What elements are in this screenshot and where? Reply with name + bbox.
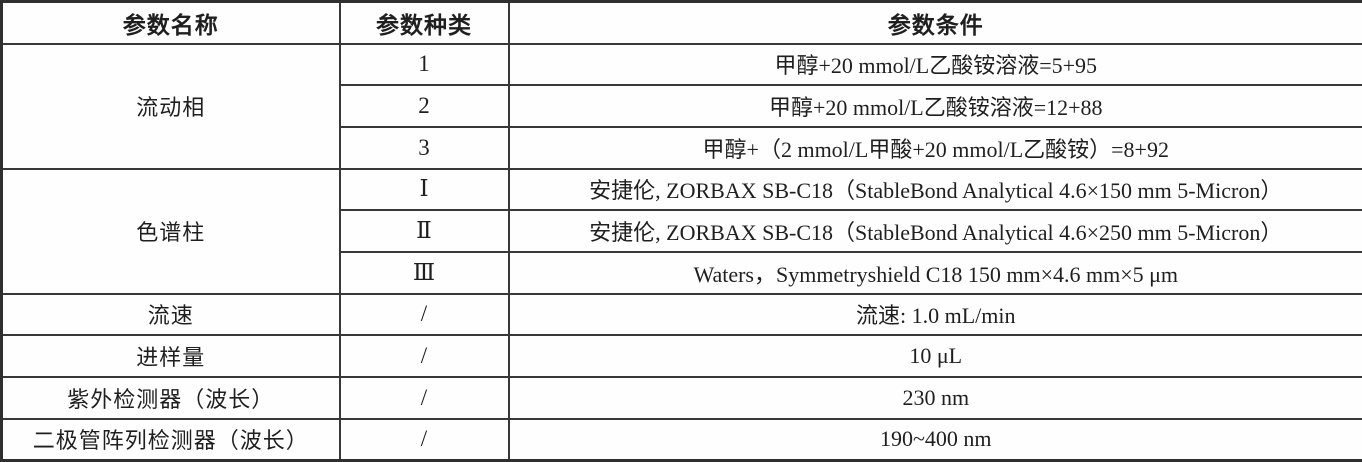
cell-kind: / [338,417,510,462]
cell-group-flow-rate: 流速 [0,292,341,337]
cell-group-uv-detector-wavelength: 紫外检测器（波长） [0,376,341,420]
table-row: 进样量 / 10 μL [0,334,1362,378]
cell-kind: / [338,376,510,420]
cell-group-injection-volume: 进样量 [0,334,341,378]
cell-condition: 流速: 1.0 mL/min [507,292,1362,337]
cell-kind: 2 [338,84,510,128]
cell-condition: Waters，Symmetryshield C18 150 mm×4.6 mm×… [507,250,1362,295]
table-header-row: 参数名称 参数种类 参数条件 [0,0,1362,45]
cell-condition: 甲醇+（2 mmol/L甲酸+20 mmol/L乙酸铵）=8+92 [507,125,1362,170]
cell-kind: Ⅰ [338,167,510,212]
table-row: 色谱柱 Ⅰ 安捷伦, ZORBAX SB-C18（StableBond Anal… [0,167,1362,295]
cell-kind: Ⅲ [338,250,510,295]
table-row: 二极管阵列检测器（波长） / 190~400 nm [0,417,1362,462]
table-row: 紫外检测器（波长） / 230 nm [0,376,1362,420]
cell-kind: Ⅱ [338,209,510,253]
table-row: 流动相 1 甲醇+20 mmol/L乙酸铵溶液=5+95 [0,42,1362,170]
column-header-parameter-condition: 参数条件 [507,0,1362,45]
cell-kind: 1 [338,42,510,87]
cell-condition: 190~400 nm [507,417,1362,462]
cell-group-mobile-phase: 流动相 [0,42,341,170]
table-body: 流动相 1 甲醇+20 mmol/L乙酸铵溶液=5+95 2 甲醇+20 mmo… [0,42,1362,462]
table-row: Ⅲ Waters，Symmetryshield C18 150 mm×4.6 m… [2,250,1362,295]
cell-condition: 230 nm [507,376,1362,420]
column-header-parameter-kind: 参数种类 [338,0,510,45]
cell-group-chromatographic-column: 色谱柱 [0,167,341,295]
table-row: 3 甲醇+（2 mmol/L甲酸+20 mmol/L乙酸铵）=8+92 [2,125,1362,170]
cell-condition: 安捷伦, ZORBAX SB-C18（StableBond Analytical… [507,167,1362,212]
cell-condition: 安捷伦, ZORBAX SB-C18（StableBond Analytical… [507,209,1362,253]
cell-condition: 甲醇+20 mmol/L乙酸铵溶液=12+88 [507,84,1362,128]
cell-condition: 甲醇+20 mmol/L乙酸铵溶液=5+95 [507,42,1362,87]
table-row: 2 甲醇+20 mmol/L乙酸铵溶液=12+88 [2,84,1362,128]
table-row: 流速 / 流速: 1.0 mL/min [0,292,1362,337]
column-header-parameter-name: 参数名称 [0,0,341,45]
cell-kind: 3 [338,125,510,170]
cell-kind: / [338,292,510,337]
cell-kind: / [338,334,510,378]
table-row: Ⅱ 安捷伦, ZORBAX SB-C18（StableBond Analytic… [2,209,1362,253]
cell-condition: 10 μL [507,334,1362,378]
cell-group-diode-array-detector-wavelength: 二极管阵列检测器（波长） [0,417,341,462]
